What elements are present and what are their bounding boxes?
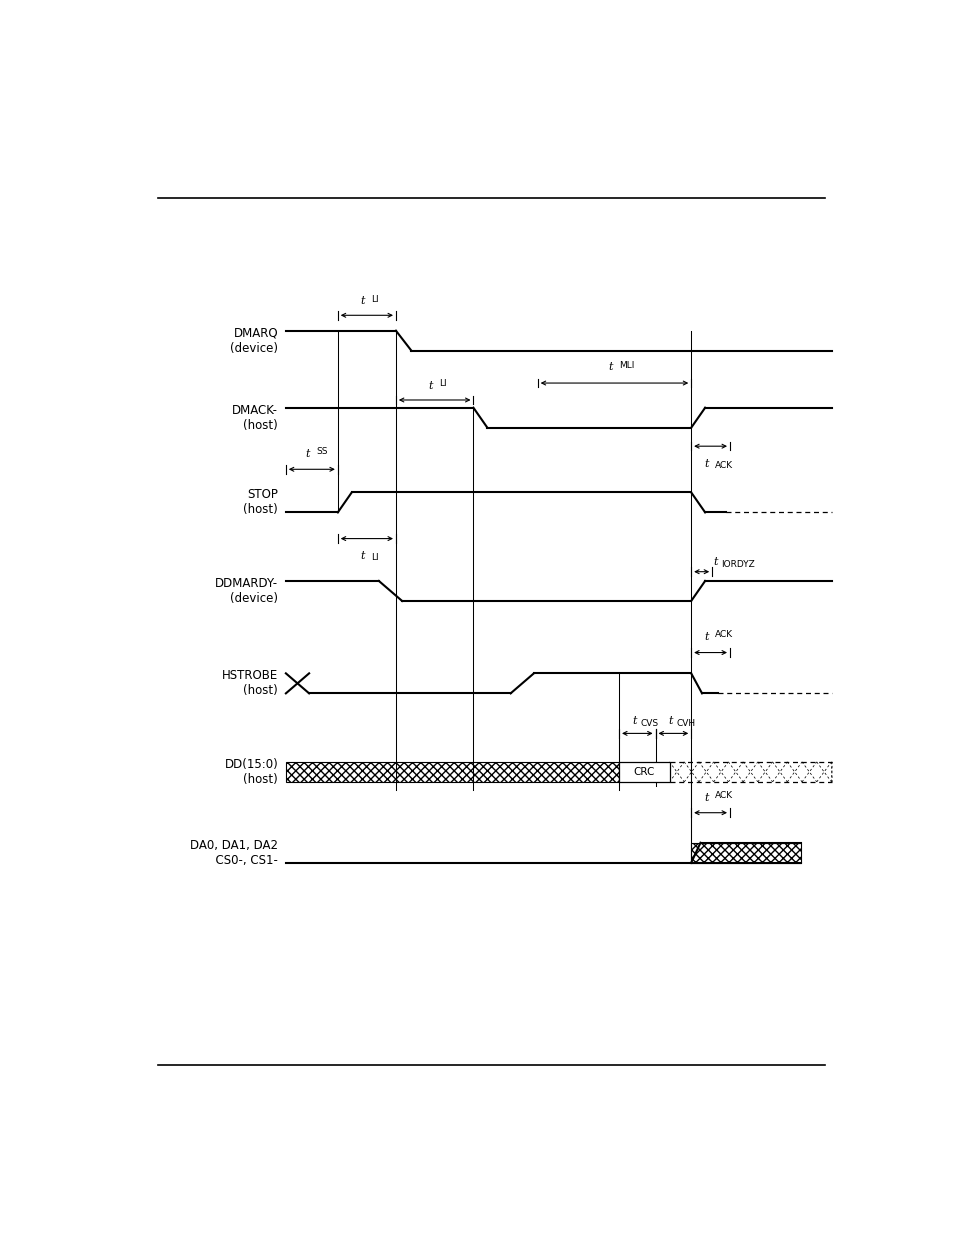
Text: LI: LI bbox=[371, 295, 378, 304]
Text: ACK: ACK bbox=[715, 630, 733, 640]
Text: t: t bbox=[608, 362, 612, 372]
Text: SS: SS bbox=[316, 447, 328, 456]
Text: IORDYZ: IORDYZ bbox=[720, 561, 755, 569]
Text: DDMARDY-
(device): DDMARDY- (device) bbox=[214, 577, 278, 605]
Text: MLI: MLI bbox=[618, 361, 634, 370]
Text: CRC: CRC bbox=[633, 767, 655, 777]
Text: t: t bbox=[703, 793, 708, 803]
Text: ACK: ACK bbox=[715, 792, 733, 800]
Text: DMACK-
(host): DMACK- (host) bbox=[232, 404, 278, 432]
Text: HSTROBE
(host): HSTROBE (host) bbox=[222, 669, 278, 698]
Text: t: t bbox=[703, 458, 708, 468]
Text: STOP
(host): STOP (host) bbox=[243, 488, 278, 516]
Text: ACK: ACK bbox=[715, 461, 733, 469]
Text: t: t bbox=[703, 632, 708, 642]
Text: LI: LI bbox=[371, 553, 378, 562]
Text: t: t bbox=[360, 296, 365, 306]
Bar bbox=[618, 762, 669, 782]
Bar bbox=[286, 762, 618, 782]
Bar bbox=[691, 842, 801, 863]
Text: CVS: CVS bbox=[639, 719, 658, 727]
Text: LI: LI bbox=[439, 379, 447, 389]
Text: t: t bbox=[360, 551, 365, 561]
Text: t: t bbox=[713, 557, 718, 567]
Text: DA0, DA1, DA2
  CS0-, CS1-: DA0, DA1, DA2 CS0-, CS1- bbox=[190, 839, 278, 867]
Text: t: t bbox=[667, 716, 672, 726]
Text: t: t bbox=[305, 448, 310, 458]
Text: DD(15:0)
(host): DD(15:0) (host) bbox=[224, 758, 278, 785]
Text: CVH: CVH bbox=[676, 719, 695, 727]
Text: DMARQ
(device): DMARQ (device) bbox=[230, 327, 278, 354]
Text: t: t bbox=[631, 716, 636, 726]
Text: t: t bbox=[428, 380, 433, 390]
